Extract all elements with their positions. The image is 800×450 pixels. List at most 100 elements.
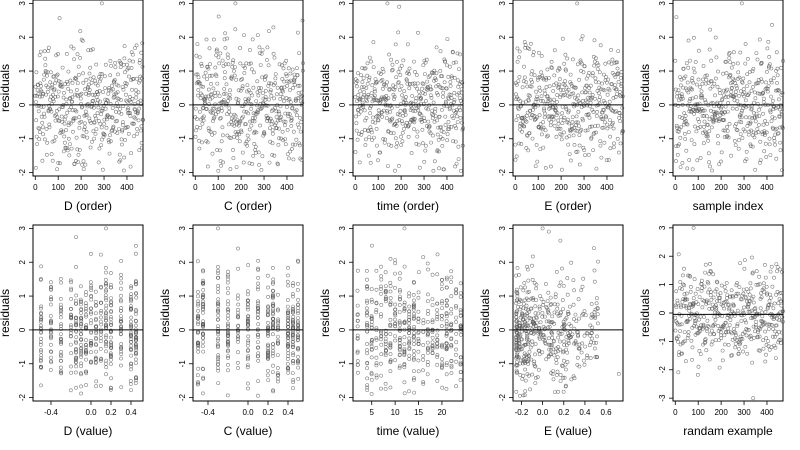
data-point <box>238 88 243 93</box>
data-point <box>53 81 57 86</box>
data-point <box>94 127 99 132</box>
data-point <box>439 86 444 91</box>
x-tick-label: 100 <box>692 183 706 192</box>
data-point <box>286 66 291 71</box>
data-point <box>69 315 73 320</box>
data-point <box>416 349 421 354</box>
data-point <box>392 94 397 99</box>
data-point <box>59 369 63 374</box>
data-point <box>689 138 694 143</box>
data-point <box>94 335 98 340</box>
data-point <box>762 281 766 286</box>
y-tick-label: 0 <box>658 102 667 107</box>
data-point <box>207 46 212 51</box>
data-point <box>108 139 113 144</box>
data-point <box>226 269 230 274</box>
data-point <box>109 308 114 313</box>
data-point <box>373 77 378 82</box>
data-point <box>39 264 44 269</box>
data-point <box>38 49 43 54</box>
x-tick-label: 0 <box>673 408 678 417</box>
data-point <box>196 308 201 313</box>
y-tick-label: -1 <box>178 135 187 143</box>
data-point <box>416 320 421 324</box>
data-point <box>94 384 99 389</box>
data-point <box>208 109 213 114</box>
data-point <box>242 109 247 114</box>
data-point <box>718 91 723 96</box>
data-point <box>277 136 282 141</box>
data-point <box>566 110 571 115</box>
data-point <box>531 296 535 301</box>
data-point <box>225 112 229 117</box>
data-point <box>293 142 298 147</box>
data-point <box>680 161 685 165</box>
data-point <box>717 338 721 343</box>
data-point <box>433 109 437 114</box>
data-point <box>365 73 370 78</box>
data-point <box>767 55 772 59</box>
data-point <box>201 269 206 274</box>
data-point <box>426 119 431 124</box>
data-point <box>682 266 686 271</box>
data-point <box>112 94 117 99</box>
data-point <box>201 375 206 380</box>
data-point <box>270 308 275 313</box>
data-point <box>231 58 236 63</box>
data-point <box>725 293 730 298</box>
data-point <box>735 86 740 91</box>
data-point <box>136 90 141 95</box>
data-point <box>443 114 448 119</box>
data-point <box>104 298 109 303</box>
data-point <box>79 119 84 124</box>
data-point <box>254 130 259 135</box>
data-point <box>393 358 397 363</box>
data-point <box>81 167 86 171</box>
data-point <box>275 341 280 346</box>
data-point <box>618 90 622 94</box>
data-point <box>102 117 107 122</box>
data-point <box>524 80 529 85</box>
data-point <box>374 345 379 350</box>
data-point <box>444 298 449 303</box>
data-point <box>736 291 741 296</box>
data-point <box>753 167 758 172</box>
data-point <box>449 275 454 280</box>
data-point <box>79 391 84 396</box>
data-point <box>779 303 784 308</box>
data-point <box>780 330 784 335</box>
data-point <box>604 75 608 79</box>
y-tick-label: 3 <box>338 226 347 231</box>
data-point <box>701 77 706 82</box>
data-point <box>119 112 124 116</box>
data-point <box>553 292 558 297</box>
data-point <box>51 92 55 97</box>
y-tick-label: 1 <box>178 293 187 298</box>
data-point <box>703 98 708 103</box>
data-point <box>281 99 286 104</box>
data-point <box>603 61 608 66</box>
data-point <box>34 134 39 139</box>
data-point <box>369 377 374 382</box>
data-point <box>580 313 585 318</box>
data-point <box>112 78 117 83</box>
data-point <box>587 343 592 348</box>
data-point <box>198 81 203 86</box>
data-point <box>553 350 558 355</box>
data-point <box>129 337 133 342</box>
data-point <box>137 58 142 63</box>
data-point <box>368 106 372 111</box>
data-point <box>396 80 401 85</box>
y-tick-label: 0 <box>178 327 187 332</box>
data-point <box>780 91 785 96</box>
data-point <box>118 318 123 323</box>
data-point <box>59 371 64 376</box>
data-point <box>402 335 407 340</box>
data-point <box>78 93 83 97</box>
data-point <box>70 99 74 104</box>
data-point <box>729 331 734 336</box>
data-point <box>458 313 463 318</box>
plot-frame <box>192 0 304 177</box>
data-point <box>449 329 454 333</box>
data-point <box>684 359 688 364</box>
